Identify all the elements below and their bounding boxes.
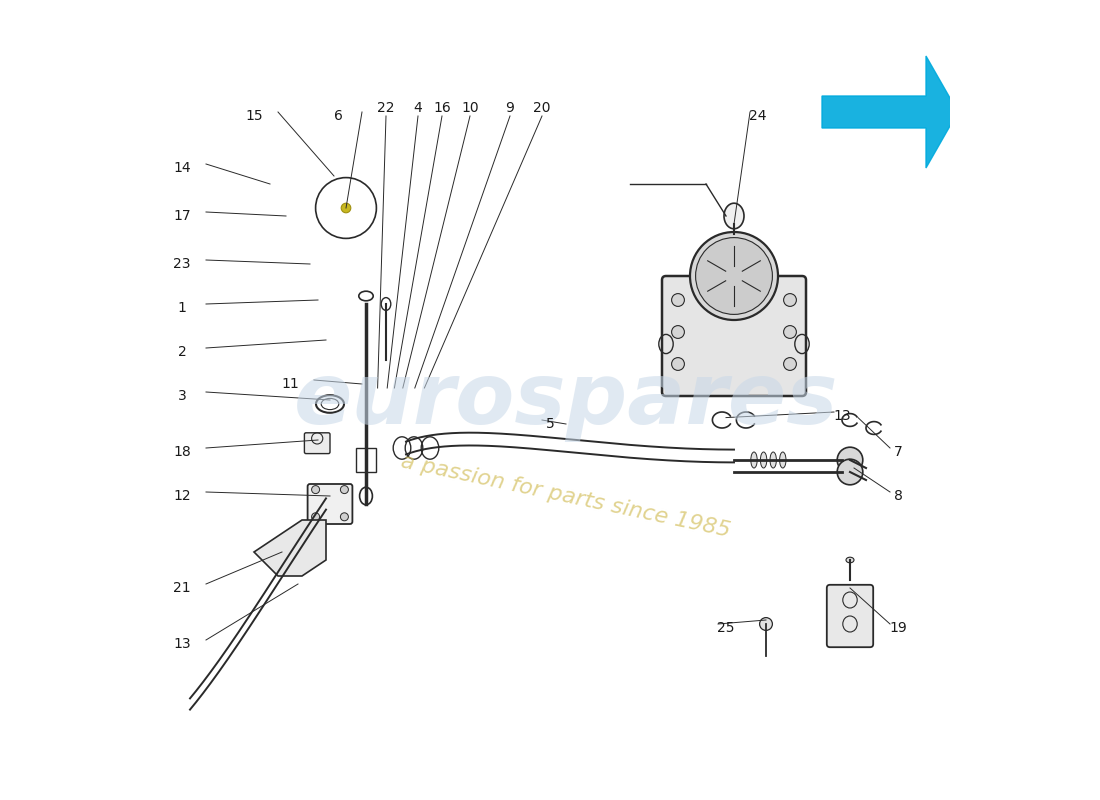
Text: eurospares: eurospares: [294, 358, 838, 442]
Text: 4: 4: [414, 101, 422, 115]
Circle shape: [340, 513, 349, 521]
Text: 16: 16: [433, 101, 451, 115]
Text: 18: 18: [173, 445, 191, 459]
Text: 15: 15: [245, 109, 263, 123]
Text: 3: 3: [177, 389, 186, 403]
Circle shape: [672, 294, 684, 306]
FancyBboxPatch shape: [308, 484, 352, 524]
Circle shape: [783, 358, 796, 370]
Text: 17: 17: [173, 209, 190, 223]
Text: 23: 23: [174, 257, 190, 271]
Ellipse shape: [846, 557, 854, 563]
Polygon shape: [254, 520, 326, 576]
Circle shape: [695, 238, 772, 314]
Ellipse shape: [724, 203, 744, 229]
Text: 19: 19: [889, 621, 906, 635]
Text: 7: 7: [893, 445, 902, 459]
Circle shape: [783, 294, 796, 306]
Circle shape: [760, 618, 772, 630]
FancyBboxPatch shape: [305, 433, 330, 454]
Text: 10: 10: [461, 101, 478, 115]
Circle shape: [783, 326, 796, 338]
Text: 9: 9: [506, 101, 515, 115]
Bar: [356, 448, 375, 472]
Text: 11: 11: [282, 377, 299, 391]
FancyBboxPatch shape: [827, 585, 873, 647]
Text: a passion for parts since 1985: a passion for parts since 1985: [399, 451, 733, 541]
Circle shape: [837, 459, 862, 485]
Ellipse shape: [770, 452, 777, 468]
Circle shape: [311, 513, 320, 521]
Circle shape: [311, 486, 320, 494]
Ellipse shape: [780, 452, 786, 468]
Circle shape: [672, 358, 684, 370]
Ellipse shape: [751, 452, 757, 468]
Circle shape: [672, 326, 684, 338]
Circle shape: [340, 486, 349, 494]
Text: 20: 20: [534, 101, 551, 115]
Text: 5: 5: [546, 417, 554, 431]
Circle shape: [341, 203, 351, 213]
Text: 6: 6: [333, 109, 342, 123]
Text: 22: 22: [377, 101, 395, 115]
Text: 24: 24: [749, 109, 767, 123]
Text: 25: 25: [717, 621, 735, 635]
Circle shape: [690, 232, 778, 320]
Circle shape: [837, 447, 862, 473]
Text: 13: 13: [173, 637, 190, 651]
Polygon shape: [822, 56, 958, 168]
Text: 1: 1: [177, 301, 186, 315]
Text: 14: 14: [173, 161, 190, 175]
Text: 12: 12: [173, 489, 190, 503]
Text: 8: 8: [893, 489, 902, 503]
Text: 2: 2: [177, 345, 186, 359]
Ellipse shape: [760, 452, 767, 468]
FancyBboxPatch shape: [662, 276, 806, 396]
Text: 21: 21: [173, 581, 190, 595]
Text: 13: 13: [833, 409, 850, 423]
